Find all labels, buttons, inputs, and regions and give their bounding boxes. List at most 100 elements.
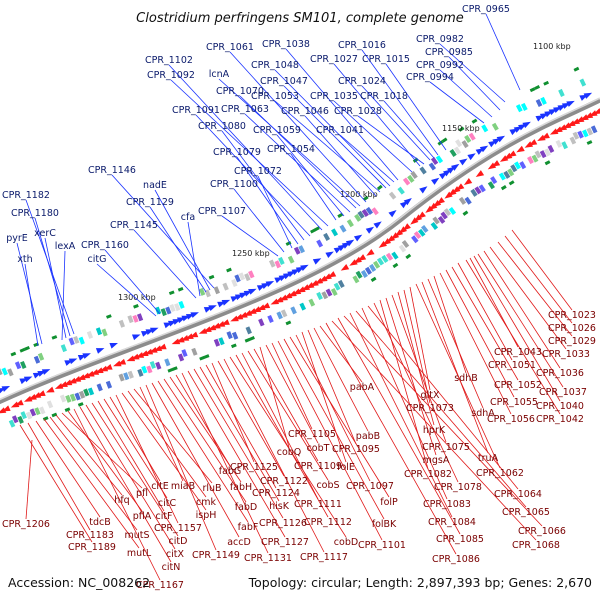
reverse-gene-label[interactable]: fabF [238,522,259,533]
reverse-gene-label[interactable]: hisK [269,501,290,512]
reverse-gene-label[interactable]: CPR_1124 [252,488,300,499]
forward-gene-label[interactable]: CPR_1146 [88,165,136,176]
reverse-gene-label[interactable]: citE [151,481,169,492]
reverse-gene-label[interactable]: CPR_1075 [422,442,470,453]
forward-gene-label[interactable]: CPR_1129 [126,197,174,208]
reverse-gene-label[interactable]: ispH [196,510,217,521]
reverse-gene-label[interactable]: CPR_1055 [490,397,538,408]
reverse-gene-label[interactable]: CPR_1037 [539,387,587,398]
reverse-gene-label[interactable]: sdhA [471,408,495,419]
forward-gene-label[interactable]: CPR_1107 [198,206,246,217]
forward-gene-label[interactable]: CPR_1070 [216,86,264,97]
reverse-gene-label[interactable]: CPR_1167 [136,580,184,591]
reverse-gene-label[interactable]: folBK [372,519,397,530]
reverse-gene-label[interactable]: CPR_1086 [432,554,480,565]
reverse-gene-label[interactable]: mgsA [423,455,450,466]
reverse-gene-label[interactable]: fabH [230,482,252,493]
reverse-gene-label[interactable]: citN [162,562,181,573]
forward-gene-label[interactable]: CPR_0965 [462,4,510,15]
forward-gene-label[interactable]: CPR_1102 [145,55,193,66]
forward-gene-label[interactable]: CPR_0992 [416,60,464,71]
reverse-gene-label[interactable]: CPR_1206 [2,519,50,530]
reverse-gene-label[interactable]: CPR_1085 [436,534,484,545]
reverse-gene-label[interactable]: CPR_1023 [548,310,596,321]
reverse-gene-label[interactable]: CPR_1062 [476,468,524,479]
reverse-gene-label[interactable]: CPR_1036 [536,368,584,379]
reverse-gene-label[interactable]: CPR_1183 [66,530,114,541]
reverse-gene-label[interactable]: CPR_1052 [494,380,542,391]
reverse-gene-label[interactable]: truA [478,453,499,464]
reverse-gene-label[interactable]: tdcB [89,517,111,528]
reverse-gene-label[interactable]: citC [158,498,177,509]
reverse-gene-label[interactable]: CPR_1125 [230,462,278,473]
forward-gene-label[interactable]: CPR_1038 [262,39,310,50]
reverse-gene-label[interactable]: citF [155,511,172,522]
forward-gene-label[interactable]: CPR_1061 [206,42,254,53]
forward-gene-label[interactable]: CPR_1018 [360,91,408,102]
forward-gene-label[interactable]: lexA [55,241,76,252]
forward-gene-label[interactable]: CPR_1047 [260,76,308,87]
forward-gene-label[interactable]: CPR_1027 [310,54,358,65]
forward-gene-label[interactable]: CPR_1080 [198,121,246,132]
reverse-gene-label[interactable]: CPR_1065 [502,507,550,518]
reverse-gene-label[interactable]: CPR_1082 [404,469,452,480]
reverse-gene-label[interactable]: miaB [171,481,195,492]
reverse-gene-label[interactable]: sdhB [454,373,478,384]
reverse-gene-label[interactable]: CPR_1126 [259,518,307,529]
reverse-gene-label[interactable]: cobT [307,443,330,454]
forward-gene-label[interactable]: CPR_1072 [234,166,282,177]
reverse-gene-label[interactable]: cobS [316,480,339,491]
reverse-gene-label[interactable]: rluB [202,483,221,494]
reverse-gene-label[interactable]: CPR_1066 [518,526,566,537]
reverse-gene-label[interactable]: pflA [133,511,152,522]
forward-gene-label[interactable]: CPR_1059 [253,125,301,136]
reverse-gene-label[interactable]: CPR_1068 [512,540,560,551]
reverse-gene-label[interactable]: CPR_1149 [192,550,240,561]
reverse-gene-label[interactable]: CPR_1051 [488,360,536,371]
reverse-gene-label[interactable]: CPR_1101 [358,540,406,551]
reverse-gene-label[interactable]: CPR_1084 [428,517,476,528]
forward-gene-label[interactable]: CPR_0994 [406,72,454,83]
forward-gene-label[interactable]: CPR_1079 [213,147,261,158]
reverse-gene-label[interactable]: pfl [136,488,148,499]
forward-gene-label[interactable]: CPR_1100 [210,179,258,190]
forward-gene-label[interactable]: CPR_1182 [2,190,50,201]
reverse-gene-label[interactable]: fabD [235,502,258,513]
reverse-gene-label[interactable]: CPR_1112 [304,517,352,528]
forward-gene-label[interactable]: CPR_1024 [338,76,386,87]
forward-gene-label[interactable]: citG [88,254,107,265]
reverse-gene-label[interactable]: mutL [127,548,152,559]
forward-gene-label[interactable]: CPR_1063 [221,104,269,115]
forward-gene-label[interactable]: CPR_1035 [310,91,358,102]
reverse-gene-label[interactable]: citD [169,536,188,547]
reverse-gene-label[interactable]: gltX [421,390,440,401]
reverse-gene-label[interactable]: CPR_1040 [536,401,584,412]
forward-gene-label[interactable]: cfa [181,212,195,223]
reverse-gene-label[interactable]: CPR_1111 [294,499,342,510]
forward-gene-label[interactable]: CPR_1054 [267,144,315,155]
forward-gene-label[interactable]: CPR_0982 [416,34,464,45]
reverse-gene-label[interactable]: mutS [124,530,149,541]
forward-gene-label[interactable]: CPR_1046 [281,106,329,117]
reverse-gene-label[interactable]: pabA [350,382,375,393]
reverse-gene-label[interactable]: CPR_1073 [406,403,454,414]
forward-gene-label[interactable]: CPR_1160 [81,240,129,251]
reverse-gene-label[interactable]: citX [166,549,185,560]
reverse-gene-label[interactable]: cmk [196,497,216,508]
reverse-gene-label[interactable]: CPR_1109 [294,461,342,472]
forward-gene-label[interactable]: CPR_0985 [425,47,473,58]
forward-gene-label[interactable]: CPR_1053 [251,91,299,102]
reverse-gene-label[interactable]: CPR_1157 [154,523,202,534]
reverse-gene-label[interactable]: CPR_1122 [260,476,308,487]
reverse-gene-label[interactable]: fabG [219,466,242,477]
reverse-gene-label[interactable]: folE [337,462,355,473]
forward-gene-label[interactable]: xth [17,254,32,265]
forward-gene-label[interactable]: CPR_1048 [251,60,299,71]
reverse-gene-label[interactable]: CPR_1043 [494,347,542,358]
forward-gene-label[interactable]: CPR_1028 [334,106,382,117]
reverse-gene-label[interactable]: CPR_1105 [288,429,336,440]
reverse-gene-label[interactable]: folP [380,497,398,508]
reverse-gene-label[interactable]: CPR_1064 [494,489,542,500]
reverse-gene-label[interactable]: hfq [114,495,129,506]
forward-gene-label[interactable]: lcnA [209,69,230,80]
